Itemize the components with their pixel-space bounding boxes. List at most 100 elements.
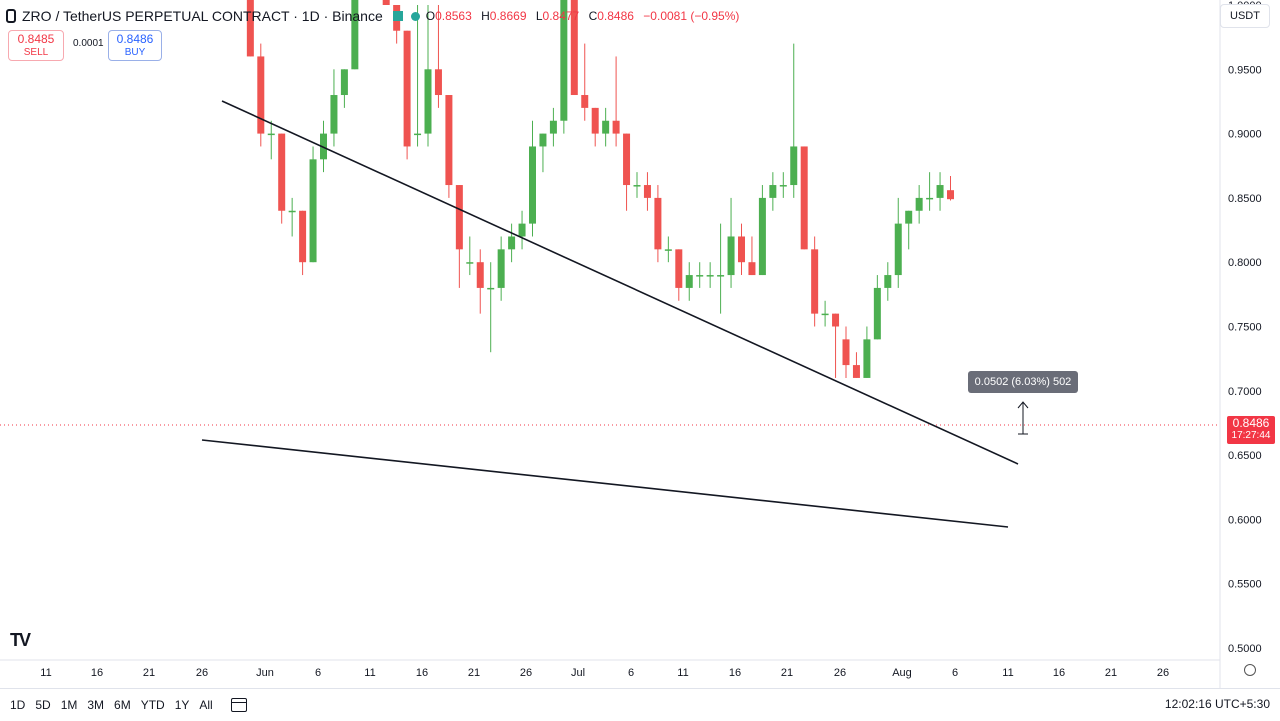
candle-body	[309, 159, 317, 263]
candle-body	[602, 120, 610, 134]
candle-body	[821, 313, 829, 316]
x-tick-label: 21	[468, 667, 480, 679]
candle-body	[487, 287, 495, 290]
candle-body	[664, 249, 672, 251]
candle-body	[905, 210, 913, 224]
y-tick-label: 0.7000	[1228, 386, 1262, 398]
candle-body	[654, 197, 662, 250]
candle-body	[549, 120, 557, 134]
range-1d[interactable]: 1D	[10, 698, 26, 712]
x-tick-label: 21	[781, 667, 793, 679]
x-tick-label: Jul	[571, 667, 585, 679]
candle-body	[727, 236, 735, 276]
candle-body	[340, 69, 348, 96]
range-3m[interactable]: 3M	[87, 698, 105, 712]
y-tick-label: 0.8500	[1228, 193, 1262, 205]
buy-price: 0.8486	[116, 32, 154, 46]
x-tick-label: 26	[834, 667, 846, 679]
y-tick-label: 0.6000	[1228, 514, 1262, 526]
buy-button[interactable]: 0.8486 BUY	[108, 30, 162, 61]
high-value: 0.8669	[489, 9, 527, 23]
candle-body	[278, 133, 286, 211]
range-6m[interactable]: 6M	[114, 698, 131, 712]
y-tick-label: 0.5500	[1228, 579, 1262, 591]
open-value: 0.8563	[435, 9, 472, 23]
y-tick-label: 0.5000	[1228, 643, 1262, 655]
candle-body	[414, 133, 422, 136]
symbol-icon	[6, 9, 16, 23]
candle-body	[873, 287, 881, 340]
currency-selector[interactable]: USDT	[1220, 4, 1270, 28]
candle-body	[581, 95, 589, 108]
sell-price: 0.8485	[17, 32, 55, 46]
candle-body	[748, 262, 756, 276]
y-tick-label: 0.8000	[1228, 257, 1262, 269]
x-tick-label: 26	[1157, 667, 1169, 679]
candle-body	[769, 185, 777, 198]
candle-body	[330, 95, 338, 134]
bottom-toolbar: 1D 5D 1M 3M 6M YTD 1Y All 12:02:16 UTC+5…	[0, 688, 1280, 721]
candle-body	[623, 133, 631, 186]
x-tick-label: 11	[364, 667, 375, 679]
change-value: −0.0081 (−0.95%)	[643, 9, 740, 23]
low-value: 0.8477	[542, 9, 580, 23]
close-value: 0.8486	[597, 9, 634, 23]
candle-body	[497, 249, 505, 288]
buy-label: BUY	[124, 47, 146, 58]
x-tick-label: 21	[143, 667, 155, 679]
candle-body	[591, 107, 599, 134]
candle-body	[476, 262, 484, 288]
range-1y[interactable]: 1Y	[174, 698, 190, 712]
price-chart[interactable]: 1.45001.40001.35001.30001.25001.20001.15…	[0, 0, 1280, 688]
sell-button[interactable]: 0.8485 SELL	[8, 30, 64, 61]
x-tick-label: 21	[1105, 667, 1117, 679]
calendar-icon[interactable]	[230, 698, 247, 712]
candle-body	[852, 365, 860, 378]
last-price-tag: 0.8486 17:27:44	[1227, 416, 1275, 444]
x-tick-label: 16	[91, 667, 103, 679]
x-tick-label: 6	[628, 667, 634, 679]
candle-body	[246, 0, 254, 57]
candle-body	[863, 339, 871, 378]
range-ytd[interactable]: YTD	[140, 698, 165, 712]
candle-body	[539, 133, 547, 147]
market-status-icon	[410, 11, 420, 21]
candle-body	[633, 185, 641, 187]
x-tick-label: 11	[40, 667, 51, 679]
gear-icon[interactable]	[1244, 664, 1256, 676]
chart-header: ZRO / TetherUS PERPETUAL CONTRACT · 1D ·…	[6, 5, 745, 27]
x-tick-label: 6	[315, 667, 321, 679]
symbol-title[interactable]: ZRO / TetherUS PERPETUAL CONTRACT · 1D ·…	[22, 8, 383, 24]
candle-body	[915, 197, 923, 211]
x-tick-label: 16	[729, 667, 741, 679]
candle-body	[894, 223, 902, 276]
candle-body	[696, 275, 704, 277]
range-1m[interactable]: 1M	[60, 698, 78, 712]
range-all[interactable]: All	[199, 698, 213, 712]
candle-body	[612, 120, 620, 134]
candle-body	[299, 210, 307, 263]
range-5d[interactable]: 5D	[35, 698, 51, 712]
x-tick-label: 26	[520, 667, 532, 679]
y-tick-label: 0.9500	[1228, 64, 1262, 76]
candle-body	[738, 236, 745, 263]
tradingview-logo[interactable]: TV	[10, 630, 31, 650]
candle-body	[779, 185, 787, 187]
x-tick-label: 11	[677, 667, 688, 679]
candle-body	[445, 95, 453, 186]
candle-body	[434, 69, 442, 96]
x-tick-label: Aug	[892, 667, 912, 679]
candle-body	[685, 275, 693, 288]
x-tick-label: 6	[952, 667, 958, 679]
candle-body	[800, 146, 808, 250]
x-tick-label: 16	[1053, 667, 1065, 679]
candle-body	[758, 197, 766, 276]
lower-trendline	[201, 439, 1009, 528]
candle-body	[403, 30, 411, 147]
y-tick-label: 0.6500	[1228, 450, 1262, 462]
clock-readout[interactable]: 12:02:16 UTC+5:30	[1164, 697, 1270, 711]
candle-body	[351, 0, 359, 70]
flag-icon[interactable]	[392, 11, 403, 21]
candle-body	[790, 146, 798, 186]
candle-body	[288, 210, 296, 213]
